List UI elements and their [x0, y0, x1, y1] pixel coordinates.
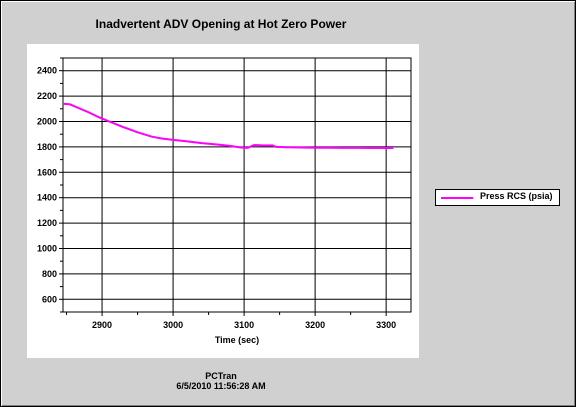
x-tick-label: 3100: [234, 320, 254, 330]
series-line-press-rcs: [62, 102, 394, 149]
tick-labels: 2900 3000 3100 3200 3300 600 800 1000 1200 1400 16…: [37, 66, 396, 330]
y-tick-label: 800: [42, 269, 57, 279]
axis-ticks: [59, 57, 387, 316]
y-tick-label: 1400: [37, 193, 57, 203]
x-axis-title: Time (sec): [215, 335, 259, 345]
footer-timestamp: 6/5/2010 11:56:28 AM: [176, 381, 266, 391]
plot-area: [62, 57, 412, 313]
y-tick-label: 1600: [37, 167, 57, 177]
y-tick-label: 1800: [37, 142, 57, 152]
plot-panel: 2900 3000 3100 3200 3300 600 800 1000 1200 1400 16…: [27, 44, 419, 358]
x-tick-label: 2900: [92, 320, 112, 330]
y-tick-label: 2400: [37, 66, 57, 76]
chart-svg: 2900 3000 3100 3200 3300 600 800 1000 1200 1400 16…: [37, 57, 412, 345]
series-layer: [62, 102, 394, 149]
x-tick-label: 3000: [163, 320, 183, 330]
y-tick-label: 1200: [37, 218, 57, 228]
y-tick-label: 2000: [37, 117, 57, 127]
grid-lines: [63, 58, 411, 312]
legend: Press RCS (psia): [435, 189, 560, 206]
footer: PCTran 6/5/2010 11:56:28 AM: [131, 371, 311, 391]
chart-title: Inadvertent ADV Opening at Hot Zero Powe…: [95, 17, 347, 31]
legend-swatch: [441, 197, 473, 199]
footer-app-name: PCTran: [205, 371, 237, 381]
x-tick-label: 3200: [305, 320, 325, 330]
legend-label: Press RCS (psia): [480, 191, 553, 201]
y-tick-label: 1000: [37, 244, 57, 254]
x-tick-label: 3300: [376, 320, 396, 330]
y-tick-label: 2200: [37, 91, 57, 101]
y-tick-label: 600: [42, 294, 57, 304]
